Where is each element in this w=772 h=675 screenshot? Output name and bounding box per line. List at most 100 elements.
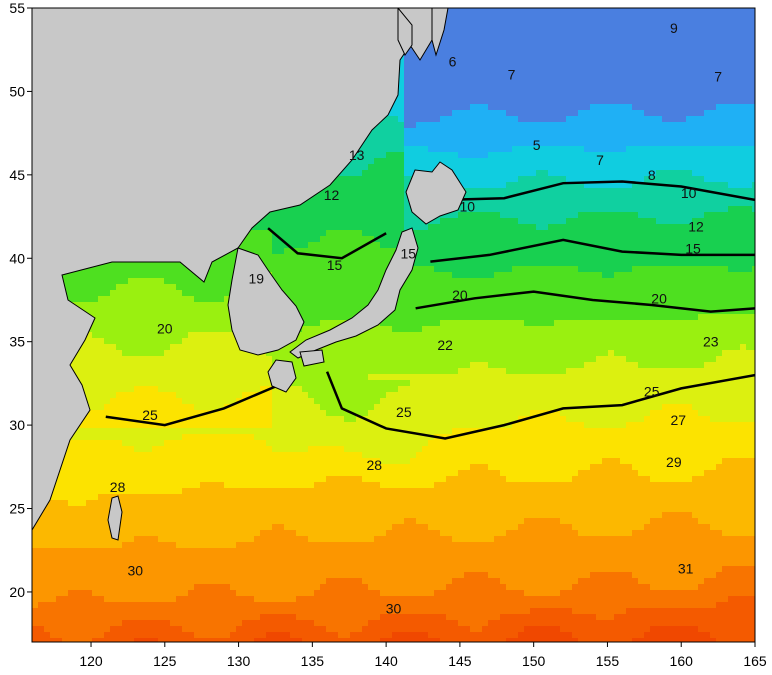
temperature-cell bbox=[614, 62, 621, 69]
temperature-cell bbox=[722, 128, 729, 135]
temperature-cell bbox=[542, 164, 549, 171]
temperature-cell bbox=[638, 194, 645, 201]
temperature-cell bbox=[488, 248, 495, 255]
temperature-cell bbox=[710, 104, 717, 111]
temperature-cell bbox=[494, 248, 501, 255]
temperature-cell bbox=[332, 248, 339, 255]
temperature-cell bbox=[692, 92, 699, 99]
temperature-cell bbox=[740, 8, 747, 15]
temperature-cell bbox=[554, 236, 561, 243]
temperature-cell bbox=[536, 104, 543, 111]
temperature-cell bbox=[398, 128, 405, 135]
temperature-cell bbox=[512, 200, 519, 207]
temperature-cell bbox=[740, 14, 747, 21]
temperature-cell bbox=[584, 188, 591, 195]
temperature-cell bbox=[458, 224, 465, 231]
temperature-cell bbox=[356, 230, 363, 237]
temperature-cell bbox=[590, 146, 597, 153]
temperature-cell bbox=[650, 158, 657, 165]
temperature-cell bbox=[476, 20, 483, 27]
temperature-cell bbox=[536, 200, 543, 207]
temperature-cell bbox=[500, 122, 507, 129]
temperature-cell bbox=[752, 32, 755, 39]
temperature-cell bbox=[548, 98, 555, 105]
temperature-cell bbox=[668, 206, 675, 213]
temperature-cell bbox=[632, 218, 639, 225]
temperature-cell bbox=[590, 158, 597, 165]
temperature-cell bbox=[524, 230, 531, 237]
temperature-cell bbox=[458, 236, 465, 243]
temperature-cell bbox=[536, 194, 543, 201]
temperature-cell bbox=[722, 158, 729, 165]
temperature-cell bbox=[620, 188, 627, 195]
temperature-cell bbox=[584, 116, 591, 123]
temperature-cell bbox=[332, 224, 339, 231]
temperature-cell bbox=[728, 38, 735, 45]
temperature-cell bbox=[332, 182, 339, 189]
temperature-cell bbox=[518, 50, 525, 57]
temperature-cell bbox=[482, 152, 489, 159]
temperature-cell bbox=[572, 38, 579, 45]
temperature-cell bbox=[314, 248, 321, 255]
temperature-cell bbox=[518, 32, 525, 39]
temperature-cell bbox=[386, 200, 393, 207]
temperature-cell bbox=[584, 26, 591, 33]
temperature-cell bbox=[578, 38, 585, 45]
temperature-cell bbox=[560, 200, 567, 207]
temperature-cell bbox=[476, 44, 483, 51]
temperature-cell bbox=[548, 14, 555, 21]
temperature-cell bbox=[704, 140, 711, 147]
temperature-cell bbox=[566, 116, 573, 123]
temperature-cell bbox=[536, 188, 543, 195]
temperature-cell bbox=[710, 182, 717, 189]
temperature-cell bbox=[452, 92, 459, 99]
temperature-cell bbox=[440, 116, 447, 123]
temperature-cell bbox=[452, 242, 459, 249]
temperature-cell bbox=[470, 170, 477, 177]
temperature-cell bbox=[650, 104, 657, 111]
temperature-cell bbox=[632, 20, 639, 27]
temperature-cell bbox=[548, 86, 555, 93]
temperature-cell bbox=[716, 68, 723, 75]
temperature-cell bbox=[698, 68, 705, 75]
temperature-cell bbox=[470, 248, 477, 255]
temperature-cell bbox=[608, 224, 615, 231]
temperature-cell bbox=[416, 152, 423, 159]
temperature-cell bbox=[752, 92, 755, 99]
temperature-cell bbox=[476, 32, 483, 39]
temperature-cell bbox=[638, 218, 645, 225]
temperature-cell bbox=[380, 224, 387, 231]
temperature-cell bbox=[644, 194, 651, 201]
temperature-cell bbox=[704, 50, 711, 57]
temperature-cell bbox=[494, 8, 501, 15]
temperature-cell bbox=[650, 230, 657, 237]
temperature-cell bbox=[278, 242, 285, 249]
temperature-cell bbox=[482, 128, 489, 135]
temperature-cell bbox=[752, 248, 755, 255]
temperature-cell bbox=[482, 230, 489, 237]
temperature-cell bbox=[470, 98, 477, 105]
temperature-cell bbox=[710, 140, 717, 147]
temperature-cell bbox=[464, 224, 471, 231]
temperature-cell bbox=[476, 164, 483, 171]
temperature-cell bbox=[392, 122, 399, 129]
temperature-cell bbox=[554, 134, 561, 141]
temperature-cell bbox=[326, 224, 333, 231]
temperature-cell bbox=[644, 50, 651, 57]
temperature-cell bbox=[530, 104, 537, 111]
temperature-cell bbox=[488, 44, 495, 51]
temperature-cell bbox=[530, 146, 537, 153]
temperature-cell bbox=[554, 158, 561, 165]
temperature-cell bbox=[572, 224, 579, 231]
temperature-cell bbox=[524, 134, 531, 141]
temperature-cell bbox=[494, 200, 501, 207]
temperature-cell bbox=[446, 20, 453, 27]
temperature-cell bbox=[548, 158, 555, 165]
temperature-cell bbox=[422, 62, 429, 69]
temperature-cell bbox=[674, 68, 681, 75]
temperature-cell bbox=[716, 86, 723, 93]
temperature-cell bbox=[632, 176, 639, 183]
temperature-cell bbox=[710, 110, 717, 117]
temperature-cell bbox=[422, 98, 429, 105]
